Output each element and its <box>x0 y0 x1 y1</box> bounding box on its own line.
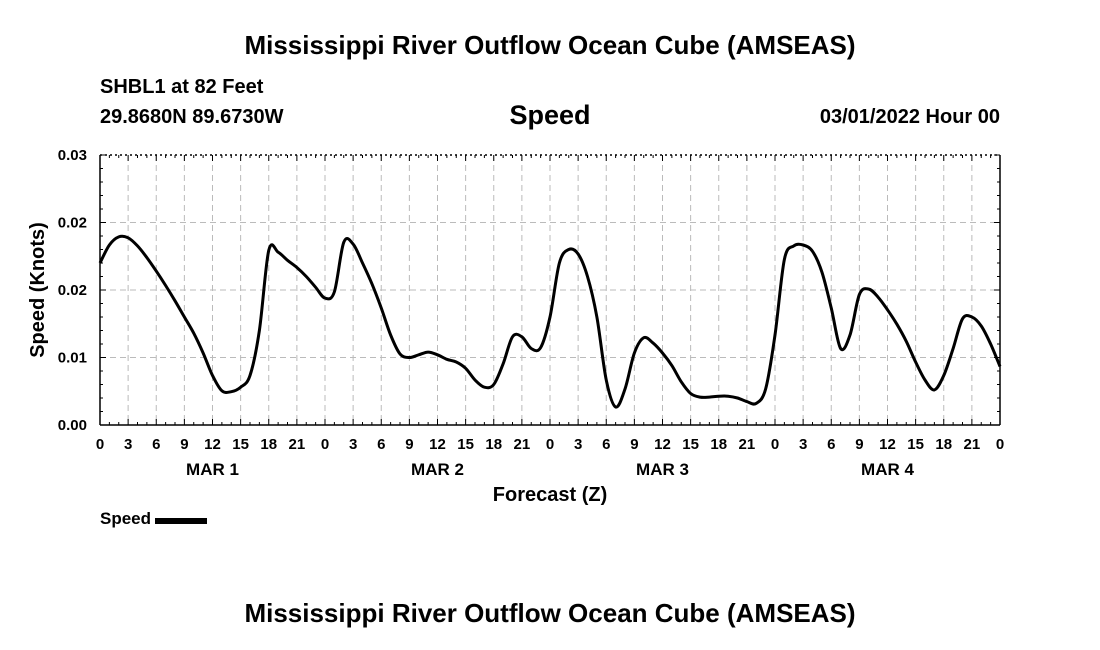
y-tick-label: 0.03 <box>58 147 87 164</box>
x-tick-label: 9 <box>180 436 188 453</box>
y-tick-label: 0.02 <box>58 282 87 299</box>
x-tick-label: 3 <box>574 436 582 453</box>
x-tick-label: 0 <box>96 436 104 453</box>
legend: Speed <box>100 509 208 529</box>
day-label: MAR 1 <box>186 460 239 479</box>
x-tick-label: 3 <box>349 436 357 453</box>
series-line-speed <box>98 234 1002 409</box>
y-tick-label: 0.01 <box>58 350 87 367</box>
y-tick-label: 0.02 <box>58 215 87 232</box>
station-label: SHBL1 at 82 Feet <box>100 76 264 98</box>
x-tick-label: 15 <box>232 436 249 453</box>
day-label: MAR 2 <box>411 460 464 479</box>
y-axis-title: Speed (Knots) <box>27 222 49 358</box>
day-label: MAR 4 <box>861 460 914 479</box>
x-tick-label: 9 <box>405 436 413 453</box>
forecast-date: 03/01/2022 Hour 00 <box>819 106 1000 128</box>
x-tick-label: 3 <box>124 436 132 453</box>
series <box>98 234 1002 409</box>
x-tick-label: 12 <box>429 436 446 453</box>
axes <box>99 154 1001 426</box>
x-tick-label: 0 <box>546 436 554 453</box>
axis-labels: 0 3 6 9 12 15 18 21 0 3 6 9 12 15 18 21 0 3 6 9 12 15 18 21 0 3 6 9… <box>27 147 1004 506</box>
x-tick-label: 9 <box>630 436 638 453</box>
x-tick-label: 6 <box>152 436 160 453</box>
x-tick-label: 21 <box>964 436 981 453</box>
legend-label: Speed <box>100 509 152 528</box>
x-tick-label: 21 <box>289 436 306 453</box>
coordinates-label: 29.8680N 89.6730W <box>100 106 284 128</box>
x-tick-label: 18 <box>935 436 952 453</box>
chart-title-repeat: Mississippi River Outflow Ocean Cube (AM… <box>244 598 856 628</box>
x-tick-label: 6 <box>602 436 610 453</box>
x-tick-label: 21 <box>739 436 756 453</box>
x-axis-title: Forecast (Z) <box>493 484 607 506</box>
y-tick-label: 0.00 <box>58 417 87 434</box>
x-tick-label: 3 <box>799 436 807 453</box>
x-tick-label: 6 <box>377 436 385 453</box>
grid <box>100 155 1000 425</box>
x-tick-label: 0 <box>321 436 329 453</box>
x-tick-label: 12 <box>654 436 671 453</box>
x-tick-label: 0 <box>996 436 1004 453</box>
day-label: MAR 3 <box>636 460 689 479</box>
x-tick-label: 15 <box>907 436 924 453</box>
parameter-title: Speed <box>509 100 591 130</box>
chart-title: Mississippi River Outflow Ocean Cube (AM… <box>244 30 856 60</box>
x-tick-label: 6 <box>827 436 835 453</box>
x-tick-label: 18 <box>485 436 502 453</box>
x-tick-label: 9 <box>855 436 863 453</box>
x-tick-label: 0 <box>771 436 779 453</box>
x-tick-label: 12 <box>879 436 896 453</box>
x-tick-label: 18 <box>260 436 277 453</box>
legend-swatch <box>155 518 208 524</box>
x-tick-label: 15 <box>682 436 699 453</box>
x-tick-label: 12 <box>204 436 221 453</box>
x-tick-label: 15 <box>457 436 474 453</box>
x-tick-label: 21 <box>514 436 531 453</box>
x-tick-label: 18 <box>710 436 727 453</box>
